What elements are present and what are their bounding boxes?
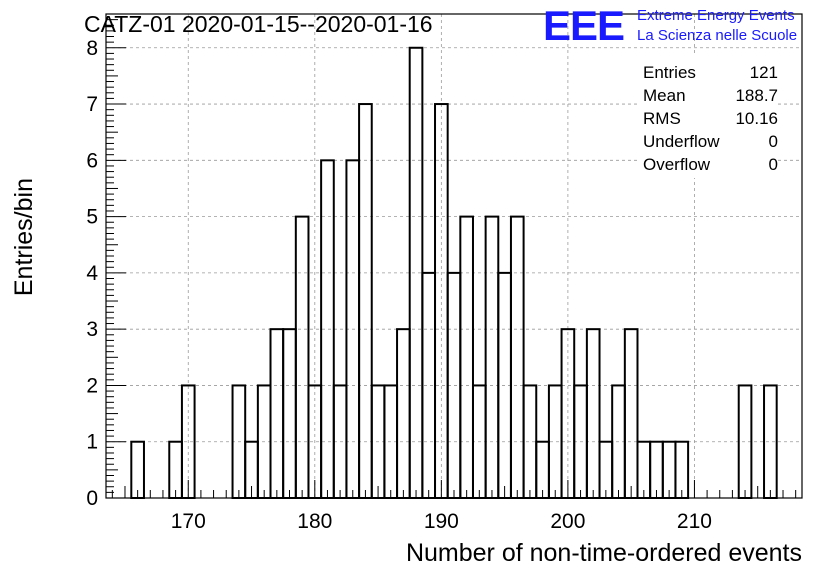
stats-value: 10.16: [735, 109, 778, 128]
logo-line2: La Scienza nelle Scuole: [637, 27, 797, 44]
histogram-bar: [294, 215, 310, 499]
axis-ticks: [106, 13, 797, 499]
stats-value: 121: [750, 63, 778, 82]
x-tick-label: 210: [677, 510, 712, 533]
eee-logo: EEE Extreme Energy Events La Scienza nel…: [543, 2, 797, 49]
x-tick-label: 190: [424, 510, 459, 533]
y-tick-label: 0: [86, 487, 98, 510]
grid: [106, 14, 802, 498]
y-tick-label: 7: [86, 93, 98, 116]
x-axis-label: Number of non-time-ordered events: [406, 539, 802, 567]
x-tick-label: 180: [297, 510, 332, 533]
logo-mark: EEE: [543, 2, 624, 49]
chart-title: CATZ-01 2020-01-15--2020-01-16: [84, 11, 433, 37]
stats-label: Mean: [643, 86, 686, 105]
y-tick-label: 4: [86, 262, 98, 285]
stats-box: Entries 121 Mean 188.7 RMS 10.16 Underflow 0 Ove…: [637, 54, 778, 178]
stats-label: RMS: [643, 109, 681, 128]
logo-line1: Extreme Energy Events: [637, 7, 795, 24]
stats-box-background: [637, 54, 777, 178]
y-tick-label: 6: [86, 149, 98, 172]
x-tick-label: 170: [171, 510, 206, 533]
histogram-bar: [598, 440, 614, 499]
histogram-bar: [509, 215, 525, 499]
y-tick-label: 2: [86, 374, 98, 397]
histogram-bar: [585, 328, 601, 499]
stats-label: Overflow: [643, 155, 711, 174]
histogram-bar: [649, 440, 664, 499]
stats-label: Underflow: [643, 132, 720, 151]
histogram-bar: [535, 440, 550, 499]
histogram-bar: [130, 440, 145, 499]
histogram-bar: [434, 103, 449, 499]
histogram-bar: [636, 440, 652, 499]
x-tick-label: 200: [550, 510, 585, 533]
histogram-bar: [168, 440, 183, 499]
tick-labels: 170 180 190 200 210 0 1 2 3 4 5 6 7 8: [86, 37, 712, 533]
y-tick-label: 3: [86, 318, 98, 341]
stats-value: 0: [769, 155, 778, 174]
histogram-bar: [358, 103, 373, 499]
stats-value: 0: [769, 132, 778, 151]
histogram-bar: [484, 215, 500, 499]
stats-value: 188.7: [735, 86, 778, 105]
stats-label: Entries: [643, 63, 696, 82]
histogram-bar: [674, 440, 690, 499]
y-tick-label: 8: [86, 37, 98, 60]
histogram-bar: [396, 328, 411, 499]
y-tick-label: 5: [86, 206, 98, 229]
histogram-bar: [623, 328, 639, 499]
histogram-bar: [459, 215, 474, 499]
histogram-bar: [661, 440, 677, 499]
y-axis-label: Entries/bin: [10, 178, 38, 296]
histogram-bar: [269, 328, 285, 499]
y-tick-label: 1: [86, 431, 98, 454]
histogram-bar: [282, 328, 297, 499]
